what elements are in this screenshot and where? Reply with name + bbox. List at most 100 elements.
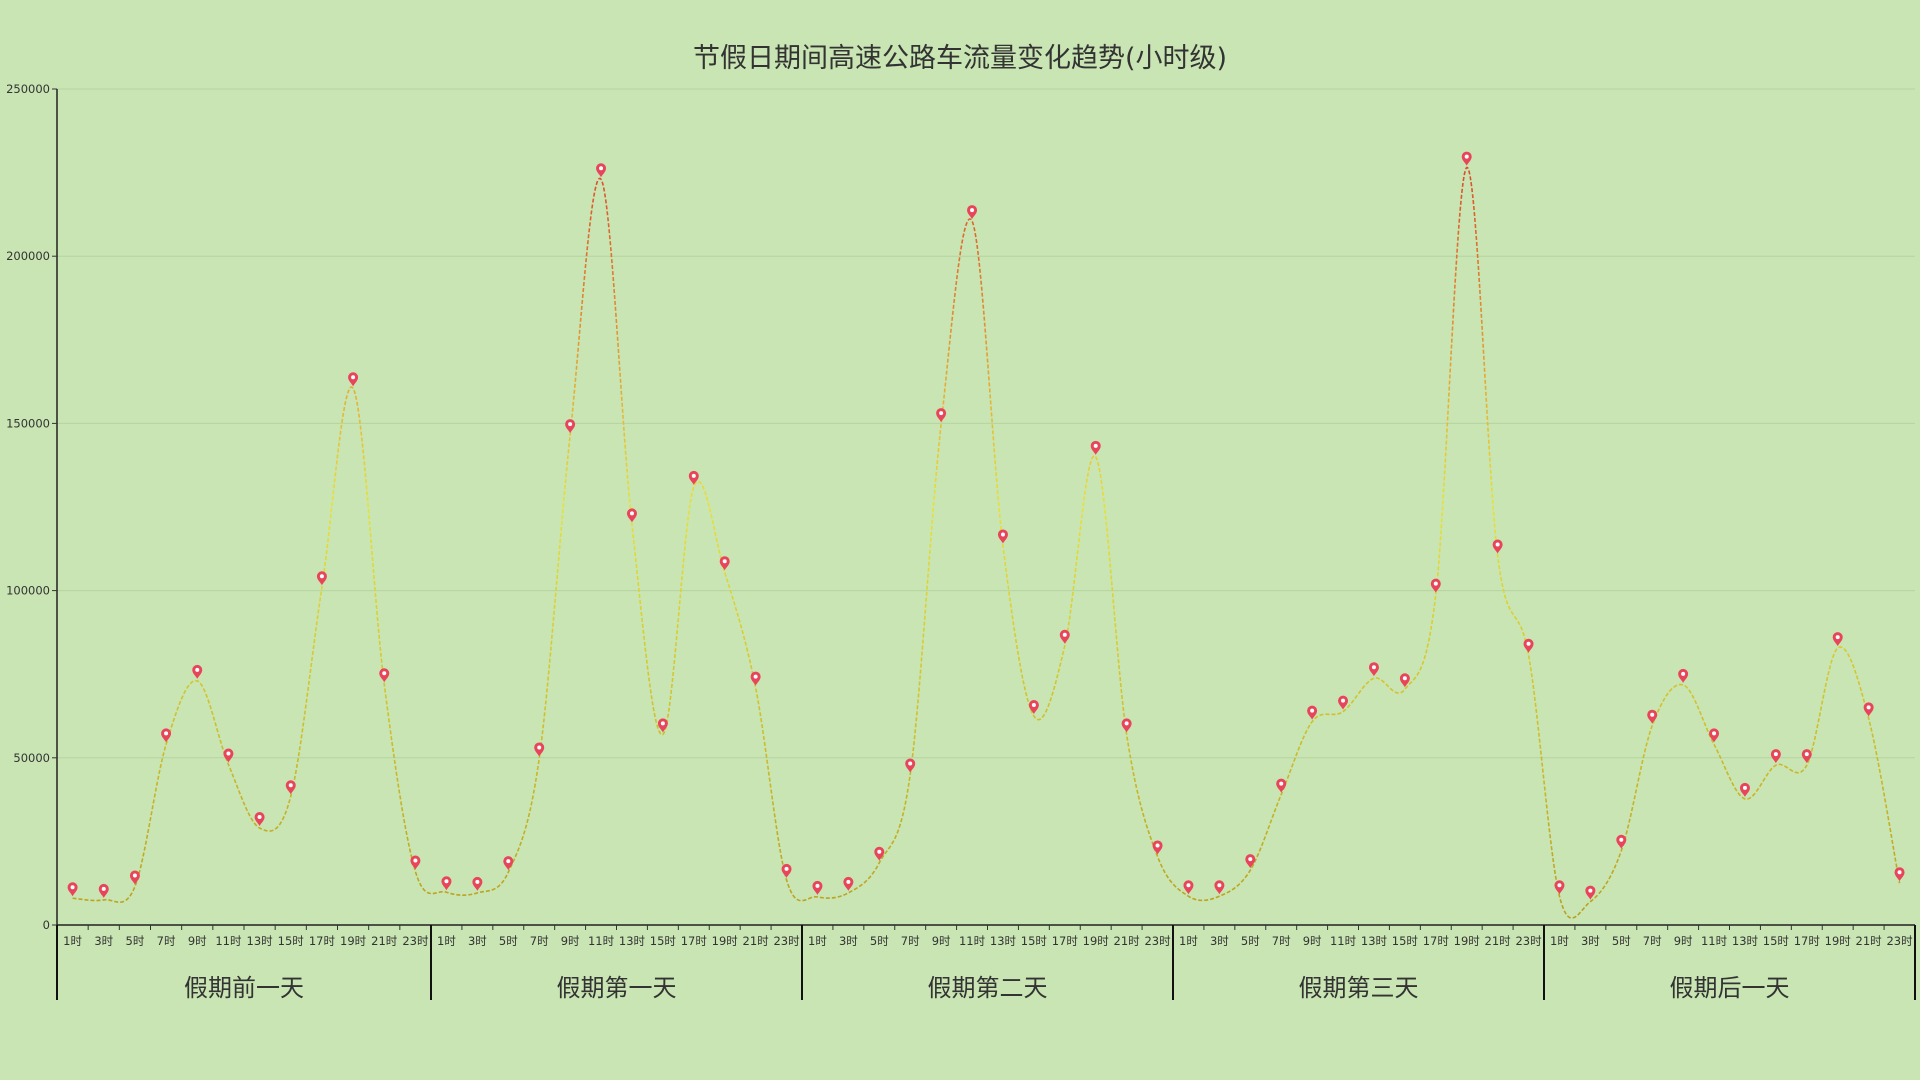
x-tick-label: 1时 (1179, 934, 1198, 948)
x-tick-label: 19时 (1825, 934, 1852, 948)
y-tick-label: 200000 (6, 249, 50, 263)
group-label: 假期第二天 (928, 974, 1048, 1002)
group-label: 假期第三天 (1299, 974, 1419, 1002)
data-point-marker (1245, 854, 1256, 869)
x-tick-label: 15时 (1392, 934, 1419, 948)
data-point-marker (874, 846, 885, 861)
x-tick-label: 1时 (1550, 934, 1569, 948)
x-tick-label: 9时 (1674, 934, 1693, 948)
x-tick-label: 3时 (94, 934, 113, 948)
x-tick-label: 19时 (1083, 934, 1110, 948)
data-point-marker (1090, 440, 1101, 455)
data-point-marker (1554, 880, 1565, 895)
x-tick-label: 5时 (126, 934, 145, 948)
x-tick-label: 19时 (1454, 934, 1481, 948)
x-tick-label: 21时 (743, 934, 770, 948)
group-label: 假期后一天 (1670, 974, 1790, 1002)
x-tick-label: 15时 (650, 934, 677, 948)
x-tick-label: 7时 (157, 934, 176, 948)
data-point-marker (1028, 700, 1039, 714)
data-point-marker (534, 742, 545, 757)
data-point-marker (1461, 151, 1472, 166)
data-point-marker (1121, 718, 1132, 733)
data-point-marker (1152, 840, 1163, 855)
x-tick-label: 13时 (619, 934, 646, 948)
x-tick-label: 7时 (901, 934, 920, 948)
data-point-marker (67, 882, 78, 897)
x-tick-label: 15时 (1021, 934, 1048, 948)
data-point-marker (750, 671, 761, 686)
series-line (72, 166, 1901, 919)
x-tick-label: 21时 (1114, 934, 1141, 948)
data-point-marker (812, 880, 823, 895)
data-point-marker (657, 718, 668, 733)
data-point-marker (441, 876, 452, 891)
x-tick-label: 23时 (1886, 934, 1913, 948)
x-tick-label: 17时 (1423, 934, 1450, 948)
x-tick-label: 11时 (1701, 934, 1728, 948)
data-point-marker (1863, 702, 1874, 717)
x-tick-label: 13时 (1732, 934, 1759, 948)
x-tick-label: 11时 (588, 934, 615, 948)
x-tick-label: 5时 (870, 934, 889, 948)
x-tick-label: 17时 (1052, 934, 1079, 948)
data-point-marker (1276, 778, 1287, 793)
x-tick-label: 17时 (681, 934, 708, 948)
data-point-marker (719, 556, 730, 571)
x-tick-label: 1时 (63, 934, 82, 948)
data-point-marker (997, 529, 1008, 544)
data-point-marker (1709, 728, 1720, 743)
x-tick-label: 15时 (1763, 934, 1790, 948)
x-tick-label: 21时 (1485, 934, 1512, 948)
x-tick-label: 17时 (1794, 934, 1821, 948)
data-point-marker (1585, 885, 1596, 900)
x-tick-label: 13时 (247, 934, 274, 948)
x-tick-label: 13时 (1361, 934, 1388, 948)
data-point-marker (254, 812, 265, 827)
data-point-marker (565, 419, 576, 434)
data-point-marker (1832, 632, 1843, 647)
data-point-marker (1523, 638, 1534, 653)
x-tick-label: 7时 (1272, 934, 1291, 948)
x-tick-label: 5时 (499, 934, 518, 948)
x-tick-label: 3时 (839, 934, 858, 948)
group-label: 假期第一天 (557, 974, 677, 1002)
data-point-marker (967, 205, 978, 220)
data-point-marker (98, 883, 109, 898)
x-tick-label: 1时 (808, 934, 827, 948)
y-tick-label: 50000 (13, 751, 50, 765)
data-point-marker (129, 870, 140, 885)
chart-title: 节假日期间高速公路车流量变化趋势(小时级) (692, 43, 1228, 74)
x-tick-label: 21时 (1856, 934, 1883, 948)
data-point-marker (626, 508, 637, 523)
x-tick-label: 7时 (1643, 934, 1662, 948)
x-tick-label: 19时 (712, 934, 739, 948)
data-point-marker (1214, 880, 1225, 895)
y-tick-label: 100000 (6, 584, 50, 598)
data-point-marker (843, 876, 854, 891)
axes (56, 89, 1915, 926)
x-tick-label: 9时 (1303, 934, 1322, 948)
x-tick-label: 23时 (1515, 934, 1542, 948)
data-point-marker (905, 758, 916, 773)
data-point-marker (503, 856, 514, 871)
x-tick-label: 7时 (530, 934, 549, 948)
data-point-marker (472, 876, 483, 891)
data-point-marker (1338, 695, 1349, 710)
data-point-marker (1616, 834, 1627, 849)
x-tick-label: 13时 (990, 934, 1017, 948)
x-tick-label: 21时 (371, 934, 398, 948)
x-tick-label: 11时 (215, 934, 242, 948)
group-label: 假期前一天 (184, 974, 304, 1002)
data-point-marker (1059, 629, 1070, 644)
data-point-marker (781, 863, 792, 878)
y-tick-label: 150000 (6, 416, 50, 430)
x-tick-label: 11时 (959, 934, 986, 948)
data-point-marker (1678, 668, 1689, 683)
y-tick-label: 250000 (6, 82, 50, 96)
x-tick-label: 9时 (561, 934, 580, 948)
data-point-marker (192, 664, 203, 679)
data-point-marker (1801, 749, 1812, 764)
